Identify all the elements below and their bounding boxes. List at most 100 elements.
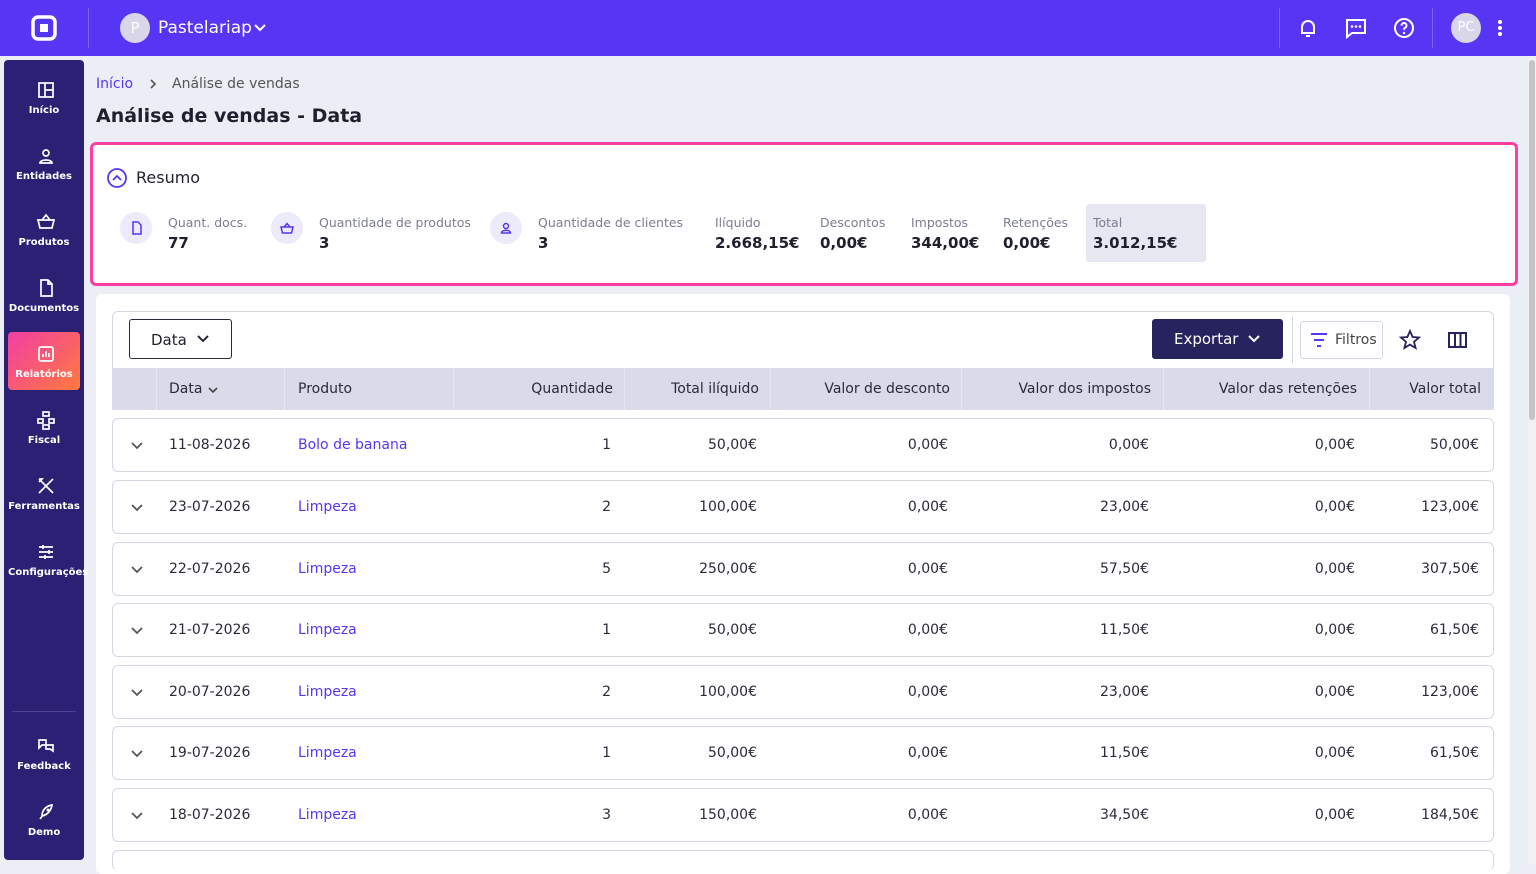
summary-card: Resumo Quant. docs. 77 Quantidade de produ… [90, 142, 1518, 286]
more-menu[interactable] [1492, 18, 1508, 38]
summary-title[interactable]: Resumo [136, 168, 201, 187]
product-link[interactable]: Limpeza [298, 807, 357, 823]
stat-icon-glyph [500, 222, 512, 234]
table-cell: 0,00€ [907, 499, 948, 515]
product-link[interactable]: Limpeza [298, 684, 357, 700]
export-button[interactable]: Exportar [1152, 319, 1283, 359]
column-header[interactable]: Valor total [1409, 381, 1481, 397]
columns-button[interactable] [1447, 330, 1469, 350]
sidebar-label: Relatórios [15, 369, 73, 380]
messages-button[interactable] [1344, 16, 1368, 40]
table-row: 19-07-2026 Limpeza 1 50,00€ 0,00€ 11,50€ 0,00€… [112, 726, 1494, 780]
stat-icon [120, 212, 152, 244]
sidebar-item[interactable]: Demo [8, 790, 80, 848]
table-cell: 0,00€ [1314, 499, 1355, 515]
expand-row[interactable] [130, 438, 144, 452]
stat-icon-glyph [280, 222, 294, 234]
table-cell: 0,00€ [1314, 437, 1355, 453]
column-header[interactable]: Total ilíquido [671, 381, 759, 397]
divider [1432, 8, 1433, 48]
export-label: Exportar [1174, 330, 1239, 348]
sidebar-icon [38, 739, 54, 753]
user-avatar[interactable]: PC [1451, 13, 1481, 43]
stat-value: 3.012,15€ [1093, 234, 1178, 252]
column-separator [1163, 368, 1164, 410]
sidebar-icon [38, 346, 54, 362]
notifications-button[interactable] [1296, 16, 1320, 40]
column-header[interactable]: Valor das retenções [1218, 381, 1357, 397]
sidebar-item[interactable]: Feedback [8, 724, 80, 782]
table-cell: 23-07-2026 [169, 499, 251, 515]
filters-button[interactable]: Filtros [1300, 321, 1383, 359]
stat-label: Ilíquido [715, 215, 761, 230]
sidebar-item[interactable]: Fiscal [8, 398, 80, 456]
scrollbar-thumb[interactable] [1529, 60, 1535, 420]
group-by-value: Data [151, 331, 187, 349]
expand-row[interactable] [130, 500, 144, 514]
sidebar-item[interactable]: Relatórios [8, 332, 80, 390]
table-cell: 123,00€ [1421, 499, 1479, 515]
help-button[interactable] [1392, 16, 1416, 40]
table-cell: 123,00€ [1421, 684, 1479, 700]
scrollbar-track [1528, 56, 1536, 864]
expand-row[interactable] [130, 808, 144, 822]
sidebar-label: Demo [27, 827, 61, 838]
sidebar-item[interactable]: Produtos [8, 200, 80, 258]
expand-row[interactable] [130, 623, 144, 637]
product-link[interactable]: Limpeza [298, 499, 357, 515]
sidebar-item[interactable]: Ferramentas [8, 464, 80, 522]
stat-label: Retenções [1003, 215, 1069, 230]
sidebar-item[interactable]: Configurações [8, 530, 88, 588]
company-avatar[interactable]: P [120, 13, 150, 43]
column-header[interactable]: Produto [298, 381, 353, 397]
column-separator [770, 368, 771, 410]
column-header[interactable]: Valor de desconto [824, 381, 950, 397]
sidebar-item[interactable]: Entidades [8, 134, 80, 192]
product-link[interactable]: Limpeza [298, 561, 357, 577]
expand-row[interactable] [130, 746, 144, 760]
stat-icon [490, 212, 522, 244]
sidebar-icon [38, 82, 54, 98]
table-cell: 23,00€ [1100, 499, 1149, 515]
table-cell: 18-07-2026 [169, 807, 251, 823]
favorite-button[interactable] [1399, 329, 1421, 351]
table-cell: 0,00€ [907, 745, 948, 761]
company-name[interactable]: Pastelariap [158, 18, 252, 38]
stat-value: 3 [319, 234, 330, 252]
column-header[interactable]: Quantidade [531, 381, 613, 397]
sidebar-item[interactable]: Início [8, 68, 80, 126]
sidebar-label: Início [28, 105, 60, 116]
table-cell: 61,50€ [1430, 622, 1479, 638]
table-row: 18-07-2026 Limpeza 3 150,00€ 0,00€ 34,50€ 0,00… [112, 788, 1494, 842]
sidebar-label: Ferramentas [8, 501, 80, 512]
page-title: Análise de vendas - Data [96, 105, 363, 127]
sort-indicator [208, 387, 218, 394]
stat-label: Quantidade de clientes [538, 215, 684, 230]
table-cell: 3 [602, 807, 611, 823]
column-header[interactable]: Data [169, 381, 203, 397]
sidebar-icon [36, 213, 56, 229]
table-row: 22-07-2026 Limpeza 5 250,00€ 0,00€ 57,50€ 0,00… [112, 542, 1494, 596]
dropdown-arrow [197, 335, 209, 343]
table-cell: 50,00€ [708, 745, 757, 761]
expand-row[interactable] [130, 562, 144, 576]
table-cell: 1 [602, 622, 611, 638]
app-logo[interactable] [30, 14, 58, 42]
group-by-select[interactable]: Data [129, 319, 232, 359]
product-link[interactable]: Limpeza [298, 745, 357, 761]
product-link[interactable]: Bolo de banana [298, 437, 408, 453]
expand-row[interactable] [130, 685, 144, 699]
company-dropdown[interactable] [252, 20, 268, 36]
sidebar-icon [39, 545, 53, 559]
sidebar-item[interactable]: Documentos [8, 266, 80, 324]
table-cell: 21-07-2026 [169, 622, 251, 638]
table-cell: 100,00€ [699, 499, 757, 515]
breadcrumb-home[interactable]: Início [96, 76, 134, 92]
table-cell: 307,50€ [1421, 561, 1479, 577]
table-cell: 1 [602, 745, 611, 761]
collapse-toggle[interactable] [106, 167, 128, 189]
table-cell: 0,00€ [907, 437, 948, 453]
product-link[interactable]: Limpeza [298, 622, 357, 638]
column-header[interactable]: Valor dos impostos [1018, 381, 1151, 397]
sidebar-label: Entidades [16, 171, 72, 182]
